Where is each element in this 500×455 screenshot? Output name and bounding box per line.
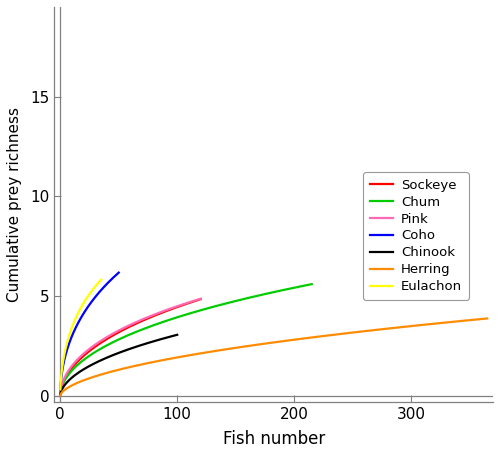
- Chum: [254, 293, 260, 299]
- Line: Eulachon: Eulachon: [60, 280, 101, 389]
- Coho: [104, 281, 110, 287]
- Herring: [230, 345, 236, 351]
- Coho: [81, 310, 87, 316]
- Line: Herring: Herring: [60, 318, 487, 395]
- Pink: [114, 329, 120, 334]
- Chinook: [150, 339, 156, 344]
- Chum: [230, 299, 236, 304]
- Sockeye: [198, 297, 203, 302]
- Chum: [308, 282, 314, 287]
- Pink: [170, 305, 175, 311]
- Pink: [154, 311, 160, 316]
- Chinook: [58, 392, 64, 397]
- Line: Sockeye: Sockeye: [60, 299, 200, 394]
- Sockeye: [170, 306, 175, 312]
- Pink: [166, 306, 172, 312]
- Pink: [198, 296, 203, 302]
- Pink: [72, 360, 78, 365]
- Coho: [116, 270, 121, 275]
- Sockeye: [154, 312, 160, 318]
- Coho: [64, 349, 70, 355]
- Chum: [58, 391, 64, 396]
- Chinook: [70, 374, 75, 380]
- Line: Pink: Pink: [60, 299, 200, 393]
- Pink: [119, 326, 125, 332]
- Chum: [159, 319, 165, 325]
- Eulachon: [62, 351, 68, 356]
- Line: Chinook: Chinook: [60, 335, 177, 394]
- Herring: [246, 343, 252, 349]
- Eulachon: [89, 288, 95, 293]
- Eulachon: [58, 387, 64, 392]
- Line: Chum: Chum: [60, 284, 312, 394]
- Chinook: [174, 332, 180, 338]
- Herring: [58, 392, 64, 398]
- Chinook: [104, 354, 110, 360]
- Coho: [83, 307, 89, 312]
- Sockeye: [114, 330, 120, 336]
- Herring: [101, 371, 107, 376]
- Y-axis label: Cumulative prey richness: Cumulative prey richness: [7, 107, 22, 302]
- Eulachon: [86, 293, 91, 298]
- Coho: [98, 288, 103, 293]
- Sockeye: [58, 391, 64, 396]
- Sockeye: [72, 362, 78, 368]
- Sockeye: [166, 307, 172, 313]
- Herring: [350, 330, 356, 335]
- Coho: [103, 282, 109, 288]
- Chinook: [148, 339, 154, 344]
- Herring: [390, 325, 396, 331]
- Chum: [258, 292, 264, 298]
- Chum: [83, 355, 89, 361]
- Sockeye: [119, 328, 125, 333]
- X-axis label: Fish number: Fish number: [222, 430, 325, 448]
- Eulachon: [98, 277, 104, 283]
- Pink: [58, 390, 64, 396]
- Line: Coho: Coho: [60, 273, 118, 390]
- Coho: [58, 387, 64, 393]
- Herring: [484, 316, 490, 321]
- Eulachon: [76, 310, 82, 315]
- Chinook: [109, 353, 115, 359]
- Eulachon: [90, 287, 96, 292]
- Eulachon: [74, 313, 80, 318]
- Chum: [168, 317, 174, 322]
- Chinook: [138, 343, 143, 348]
- Legend: Sockeye, Chum, Pink, Coho, Chinook, Herring, Eulachon: Sockeye, Chum, Pink, Coho, Chinook, Herr…: [363, 172, 469, 300]
- Herring: [398, 324, 404, 330]
